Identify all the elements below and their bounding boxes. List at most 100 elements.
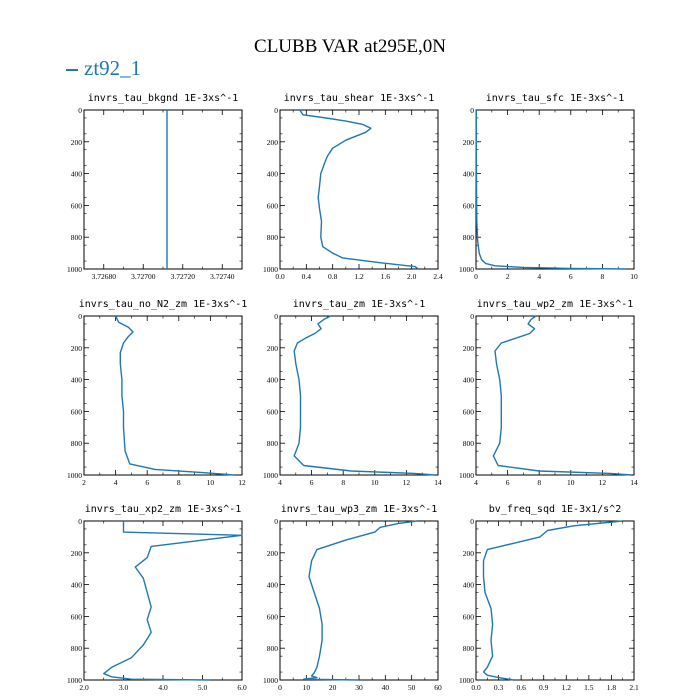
y-tick-label: 800 xyxy=(267,233,279,242)
y-tick-label: 200 xyxy=(463,344,475,353)
y-tick-label: 0 xyxy=(470,517,474,526)
x-tick-label: 0.4 xyxy=(302,272,312,281)
plot-frame xyxy=(475,315,635,476)
subplot-8: invrs_tau_wp3_zm 1E-3xs^-102004006008001… xyxy=(263,504,442,692)
plot-frame xyxy=(475,109,635,270)
y-tick-label: 600 xyxy=(267,407,279,416)
subplot-1: invrs_tau_bkgnd 1E-3xs^-1 0 200 400 600 800 10… xyxy=(67,93,243,281)
series-line xyxy=(475,110,627,270)
x-tick-label: 8 xyxy=(341,478,345,487)
y-tick-label: 1000 xyxy=(263,265,278,274)
y-tick-label: 600 xyxy=(71,201,83,210)
x-tick-label: 0 xyxy=(278,683,282,692)
x-tick-label: 4 xyxy=(474,478,478,487)
subplot-title: invrs_tau_wp2_zm 1E-3xs^-1 xyxy=(477,299,634,310)
x-tick-label: 8 xyxy=(537,478,541,487)
x-tick-label: 1.8 xyxy=(607,683,617,692)
y-tick-label: 200 xyxy=(463,549,475,558)
x-tick-label: 14 xyxy=(434,478,442,487)
x-tick-label: 2.1 xyxy=(629,683,639,692)
x-tick-label: 0.3 xyxy=(494,683,504,692)
y-tick-label: 400 xyxy=(71,376,83,385)
x-tick-label: 3.72680 xyxy=(92,272,117,281)
plot-frame xyxy=(83,109,243,270)
plot-frame xyxy=(475,520,635,681)
x-tick-label: 10 xyxy=(207,478,215,487)
x-tick-label: 10 xyxy=(303,683,311,692)
x-tick-label: 8 xyxy=(601,272,605,281)
x-tick-label: 2.0 xyxy=(407,272,417,281)
subplot-title: invrs_tau_bkgnd 1E-3xs^-1 xyxy=(88,93,239,104)
subplot-title: invrs_tau_xp2_zm 1E-3xs^-1 xyxy=(85,504,242,515)
y-tick-label: 400 xyxy=(463,170,475,179)
y-tick-label: 400 xyxy=(267,170,279,179)
x-tick-label: 0 xyxy=(474,272,478,281)
x-tick-label: 3.72720 xyxy=(171,272,196,281)
x-tick-label: 5.0 xyxy=(198,683,208,692)
y-tick-label: 1000 xyxy=(67,265,82,274)
series-line xyxy=(103,521,243,681)
y-tick-label: 1000 xyxy=(67,676,82,685)
figure-title: CLUBB VAR at295E,0N xyxy=(254,36,446,57)
series-line xyxy=(303,520,417,681)
y-tick-label: 600 xyxy=(463,612,475,621)
y-tick-label: 800 xyxy=(71,439,83,448)
subplot-5: invrs_tau_zm 1E-3xs^-1 0 200 400 600 800 10004… xyxy=(263,299,442,487)
series-line xyxy=(299,109,419,270)
y-tick-label: 600 xyxy=(267,612,279,621)
x-tick-label: 12 xyxy=(403,478,411,487)
plot-frame xyxy=(279,109,439,270)
x-tick-label: 6 xyxy=(145,478,149,487)
x-tick-label: 0.0 xyxy=(471,683,481,692)
x-tick-label: 2.4 xyxy=(433,272,443,281)
y-tick-label: 1000 xyxy=(459,265,474,274)
y-tick-label: 200 xyxy=(267,138,279,147)
y-tick-label: 800 xyxy=(463,644,475,653)
y-tick-label: 800 xyxy=(71,644,83,653)
y-tick-label: 200 xyxy=(71,138,83,147)
subplot-3: invrs_tau_sfc 1E-3xs^-1 0 200 400 600 800 1000… xyxy=(459,93,638,281)
y-tick-label: 400 xyxy=(71,170,83,179)
y-tick-label: 400 xyxy=(267,376,279,385)
subplot-7: invrs_tau_xp2_zm 1E-3xs^-10 200 400 600 800 1… xyxy=(67,504,247,692)
x-tick-label: 1.6 xyxy=(381,272,391,281)
x-tick-label: 6 xyxy=(569,272,573,281)
x-tick-label: 14 xyxy=(630,478,638,487)
x-tick-label: 4.0 xyxy=(158,683,168,692)
series-line xyxy=(482,520,623,681)
y-tick-label: 200 xyxy=(71,549,83,558)
x-tick-label: 0.0 xyxy=(275,272,285,281)
x-tick-label: 4 xyxy=(537,272,541,281)
x-tick-label: 8 xyxy=(177,478,181,487)
y-tick-label: 600 xyxy=(71,407,83,416)
y-tick-label: 0 xyxy=(274,517,278,526)
x-tick-label: 6.0 xyxy=(237,683,247,692)
x-tick-label: 0.6 xyxy=(516,683,526,692)
x-tick-label: 6 xyxy=(506,478,510,487)
y-tick-label: 1000 xyxy=(263,676,278,685)
y-tick-label: 200 xyxy=(267,344,279,353)
y-tick-label: 400 xyxy=(267,581,279,590)
legend-swatch xyxy=(66,69,78,72)
x-tick-label: 3.72740 xyxy=(210,272,235,281)
y-tick-label: 200 xyxy=(71,344,83,353)
x-tick-label: 12 xyxy=(238,478,246,487)
y-tick-label: 800 xyxy=(267,439,279,448)
subplot-title: bv_freq_sqd 1E-3x1/s^2 xyxy=(489,504,621,515)
x-tick-label: 0.9 xyxy=(539,683,549,692)
y-tick-label: 800 xyxy=(267,644,279,653)
y-tick-label: 200 xyxy=(463,138,475,147)
y-tick-label: 0 xyxy=(470,106,474,115)
x-tick-label: 10 xyxy=(567,478,575,487)
y-tick-label: 600 xyxy=(71,612,83,621)
y-tick-label: 600 xyxy=(463,407,475,416)
x-tick-label: 40 xyxy=(382,683,390,692)
y-tick-label: 0 xyxy=(78,106,82,115)
x-tick-label: 1.5 xyxy=(584,683,594,692)
x-tick-label: 2 xyxy=(82,478,86,487)
x-tick-label: 4 xyxy=(278,478,282,487)
y-tick-label: 0 xyxy=(274,312,278,321)
y-tick-label: 800 xyxy=(463,439,475,448)
series-line xyxy=(492,315,631,476)
